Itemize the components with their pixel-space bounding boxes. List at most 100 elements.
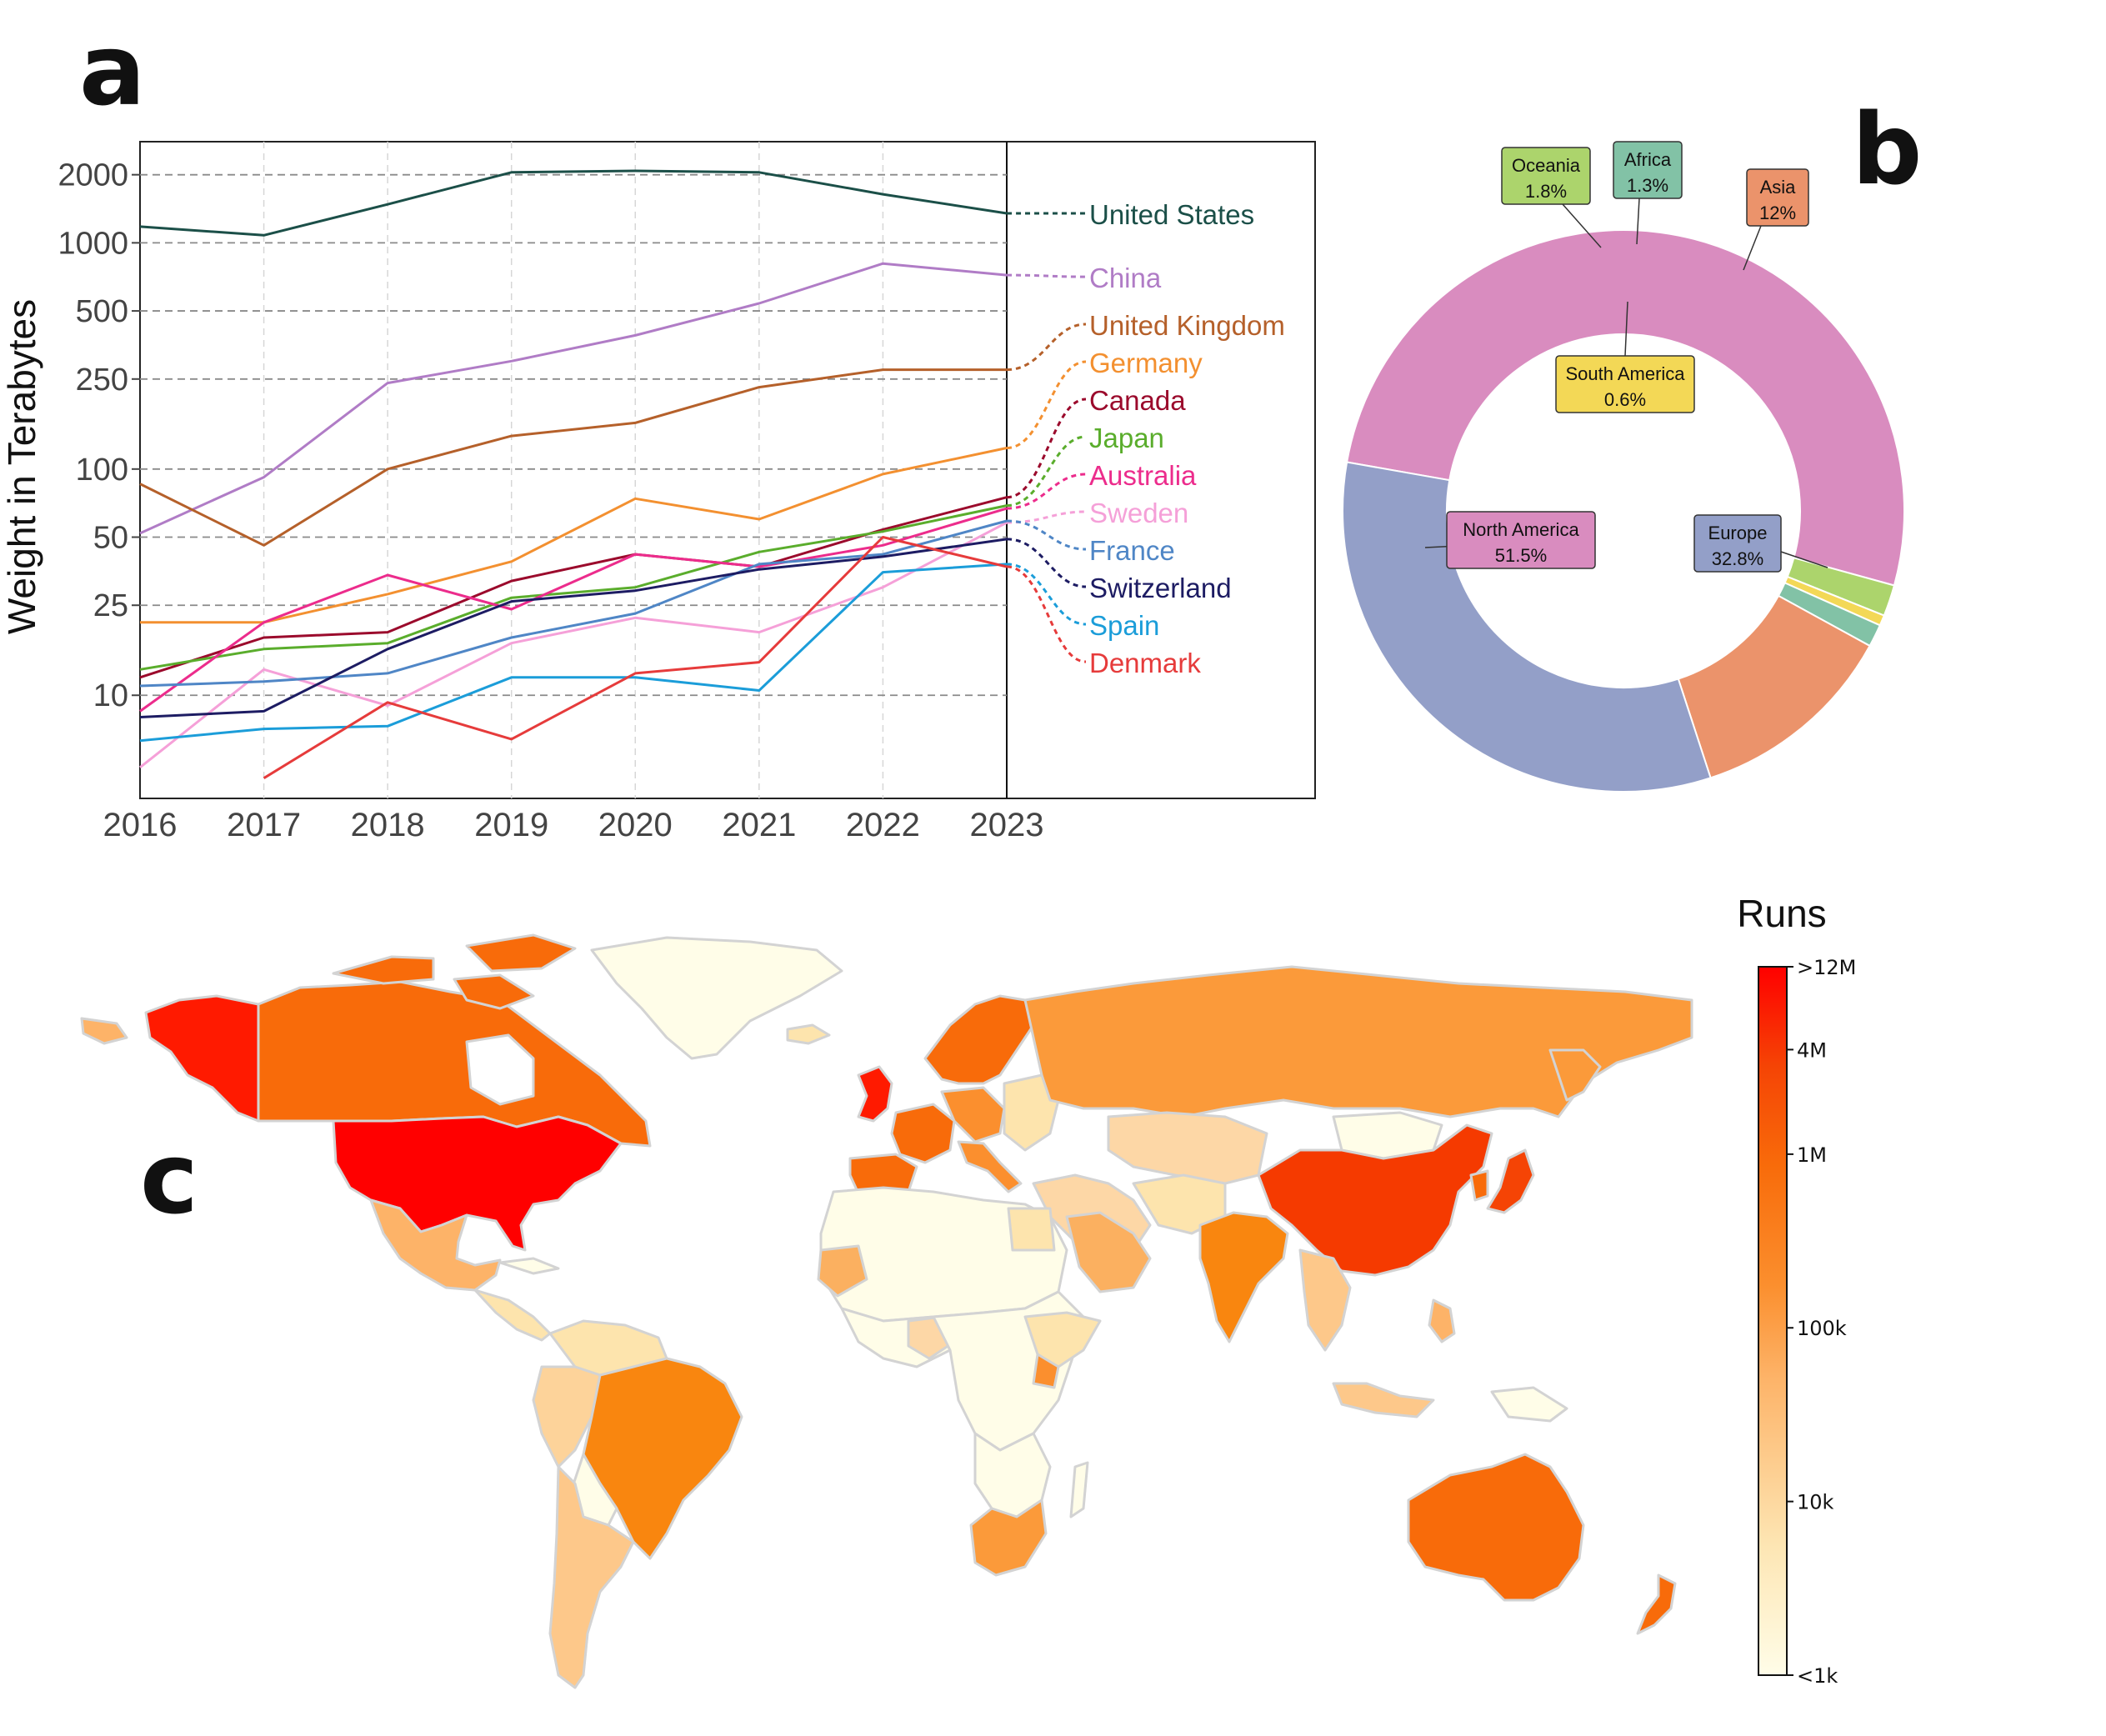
leader-africa (1636, 198, 1640, 245)
series-line-spain (139, 563, 1008, 743)
panel-label-c: c (140, 1121, 198, 1236)
slice-label-africa: Africa 1.3% (1613, 141, 1683, 199)
country-france-benelux (890, 1103, 956, 1164)
colorbar-tick-label-1m: 1M (1797, 1143, 1827, 1167)
slice-label-europe: Europe 32.8% (1693, 514, 1782, 573)
country-kazakhstan (1107, 1111, 1268, 1185)
slice-label-name-north-america: North America (1463, 519, 1579, 540)
series-label-switzerland: Switzerland (1089, 573, 1232, 603)
label-connectors (1006, 212, 1087, 663)
series-line-germany (140, 447, 1008, 624)
slice-label-south-america: South America 0.6% (1555, 355, 1695, 413)
x-tick-label-2021: 2021 (722, 807, 796, 843)
slice-label-name-oceania: Oceania (1512, 155, 1581, 176)
series-label-australia: Australia (1089, 460, 1197, 491)
country-russia (1023, 965, 1693, 1118)
series-label-spain: Spain (1089, 610, 1159, 641)
country-central-america (473, 1288, 552, 1342)
series-label-japan: Japan (1089, 423, 1164, 453)
country-alaska-west (80, 1017, 128, 1045)
country-philippines (1428, 1298, 1456, 1343)
country-uk-ireland (857, 1065, 893, 1123)
country-egypt (1007, 1207, 1056, 1252)
series-line-denmark (263, 536, 1008, 779)
country-germany-central (940, 1086, 1006, 1143)
y-tick-label-2000: 2000 (58, 158, 128, 193)
slice-label-value-south-america: 0.6% (1604, 389, 1646, 410)
series-line-canada (139, 496, 1008, 679)
slice-labels: North America 51.5% Oceania 1.8% South Ameri… (1446, 141, 1809, 573)
series-line-japan (139, 504, 1008, 671)
country-kenya (1032, 1353, 1060, 1389)
series-label-sweden: Sweden (1089, 498, 1188, 528)
country-china (1257, 1123, 1493, 1277)
leader-europe (1780, 551, 1828, 568)
series-label-germany: Germany (1089, 348, 1203, 378)
series-label-denmark: Denmark (1089, 648, 1201, 678)
connector-canada (1006, 398, 1087, 499)
slice-north-america (1345, 228, 1906, 587)
country-madagascar (1069, 1461, 1089, 1518)
slice-label-name-south-america: South America (1565, 363, 1685, 384)
slice-label-name-europe: Europe (1708, 523, 1768, 543)
slice-label-box-oceania (1501, 147, 1591, 205)
series-lines (139, 169, 1008, 779)
connector-switzerland (1006, 538, 1087, 588)
slice-label-value-north-america: 51.5% (1495, 545, 1547, 566)
plot-frame (139, 141, 1316, 799)
x-tick-label-2018: 2018 (351, 807, 425, 843)
connector-france (1006, 519, 1087, 551)
colorbar: Runs >12M 4M 1M 100k 10k <1k (1737, 892, 1856, 1688)
leader-asia (1743, 225, 1762, 271)
y-axis-ticks: 10 25 50 100 250 500 1000 2000 (58, 158, 140, 713)
slice-label-box-asia (1746, 168, 1809, 227)
slice-label-box-africa (1613, 141, 1683, 199)
series-line-united-kingdom (139, 368, 1007, 547)
colorbar-tick-label-1k: <1k (1797, 1664, 1838, 1688)
country-canada-arctic (332, 933, 577, 1010)
series-labels: United States China United Kingdom Germany C… (1089, 199, 1285, 678)
slice-label-name-africa: Africa (1624, 149, 1672, 170)
donut-slices (1342, 228, 1906, 793)
connector-spain (1006, 563, 1087, 626)
slice-label-value-africa: 1.3% (1627, 175, 1668, 196)
x-tick-label-2023: 2023 (970, 807, 1044, 843)
country-greenland (590, 936, 843, 1060)
slice-label-north-america: North America 51.5% (1446, 511, 1596, 569)
slice-europe (1342, 461, 1712, 793)
series-label-united-states: United States (1089, 199, 1254, 230)
slice-label-asia: Asia 12% (1746, 168, 1809, 227)
leader-south-america (1624, 301, 1628, 357)
country-new-guinea (1490, 1386, 1568, 1423)
slice-label-oceania: Oceania 1.8% (1501, 147, 1591, 205)
panel-label-a: a (79, 13, 146, 128)
colorbar-tick-label-4m: 4M (1797, 1038, 1827, 1062)
y-axis-title: Weight in Terabytes (0, 299, 43, 634)
country-indonesia (1332, 1382, 1435, 1418)
series-label-canada: Canada (1089, 385, 1186, 416)
colorbar-ticks: >12M 4M 1M 100k 10k <1k (1787, 956, 1856, 1688)
connector-australia (1006, 473, 1087, 510)
x-tick-label-2022: 2022 (846, 807, 920, 843)
series-line-china (139, 262, 1008, 535)
leader-oceania (1562, 203, 1602, 248)
series-label-france: France (1089, 535, 1175, 566)
world-choropleth-map (80, 933, 1693, 1689)
country-peru-ecuador (532, 1365, 602, 1468)
series-label-united-kingdom: United Kingdom (1089, 310, 1285, 341)
country-usa (332, 1115, 623, 1252)
country-south-africa (969, 1498, 1048, 1577)
colorbar-tick-label-100k: 100k (1797, 1317, 1847, 1340)
connector-china (1006, 273, 1087, 278)
country-russia-far-east (1548, 1048, 1602, 1102)
x-axis-ticks: 2016 2017 2018 2019 2020 2021 2022 2023 (103, 807, 1044, 843)
slice-label-box-europe (1693, 514, 1782, 573)
connector-united-kingdom (1006, 323, 1087, 372)
x-tick-label-2020: 2020 (598, 807, 673, 843)
x-tick-label-2017: 2017 (227, 807, 301, 843)
connector-germany (1006, 360, 1087, 449)
colorbar-title: Runs (1737, 892, 1826, 935)
country-new-zealand (1636, 1573, 1677, 1635)
series-label-china: China (1089, 263, 1162, 293)
